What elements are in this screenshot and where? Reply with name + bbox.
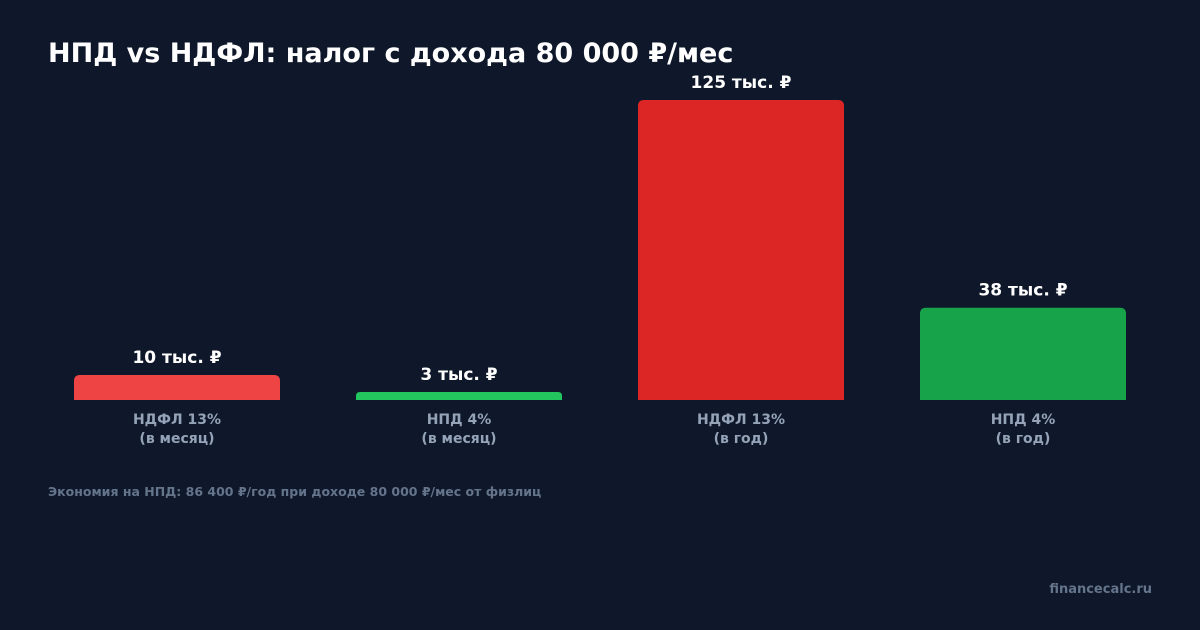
bar-value-label: 38 тыс. ₽	[978, 281, 1067, 301]
chart-title: НПД vs НДФЛ: налог с дохода 80 000 ₽/мес	[48, 38, 734, 69]
category-label: (в год)	[714, 431, 769, 447]
bar	[356, 392, 562, 400]
category-label: НПД 4%	[427, 412, 492, 428]
category-label: (в месяц)	[139, 431, 214, 447]
category-label: НПД 4%	[991, 412, 1056, 428]
bar	[74, 375, 280, 400]
bar-value-label: 10 тыс. ₽	[132, 348, 221, 368]
brand-label: financecalc.ru	[1049, 582, 1152, 597]
category-label: НДФЛ 13%	[697, 412, 785, 428]
category-label: (в месяц)	[421, 431, 496, 447]
bar	[920, 307, 1126, 400]
bar	[638, 100, 844, 400]
category-label: (в год)	[996, 431, 1051, 447]
category-label: НДФЛ 13%	[133, 412, 221, 428]
bar-value-label: 3 тыс. ₽	[420, 365, 497, 385]
bar-value-label: 125 тыс. ₽	[691, 73, 792, 93]
footnote: Экономия на НПД: 86 400 ₽/год при доходе…	[48, 484, 542, 499]
bar-chart: 10 тыс. ₽ НДФЛ 13% (в месяц) 3 тыс. ₽ НПД 4%…	[74, 73, 1126, 447]
